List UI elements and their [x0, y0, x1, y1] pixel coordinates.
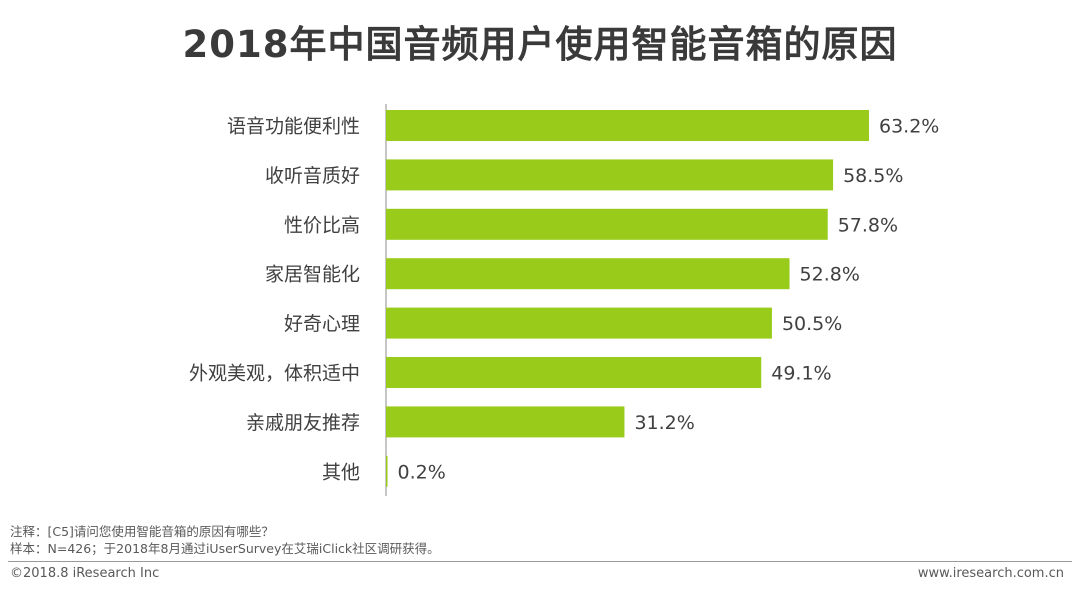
bar-4	[386, 258, 790, 290]
value-label: 52.8%	[800, 264, 860, 286]
category-label: 其他	[322, 461, 360, 483]
bar-3	[386, 208, 828, 240]
category-label: 亲戚朋友推荐	[246, 412, 360, 434]
value-label: 0.2%	[398, 461, 446, 483]
note-question: 注释：[C5]请问您使用智能音箱的原因有哪些？	[10, 524, 274, 539]
value-label: 49.1%	[771, 363, 831, 385]
value-label: 58.5%	[843, 165, 903, 187]
chart-notes: 注释：[C5]请问您使用智能音箱的原因有哪些？ 样本：N=426；于2018年8…	[10, 523, 440, 557]
value-label: 31.2%	[634, 412, 694, 434]
bars-group	[386, 110, 869, 487]
bar-chart: 语音功能便利性收听音质好性价比高家居智能化好奇心理外观美观，体积适中亲戚朋友推荐…	[189, 104, 940, 496]
category-label: 好奇心理	[284, 313, 360, 335]
chart-title: 2018年中国音频用户使用智能音箱的原因	[182, 23, 898, 66]
category-labels-group: 语音功能便利性收听音质好性价比高家居智能化好奇心理外观美观，体积适中亲戚朋友推荐…	[189, 116, 360, 484]
value-label: 50.5%	[782, 313, 842, 335]
value-label: 57.8%	[838, 214, 898, 236]
value-labels-group: 63.2% 58.5% 57.8% 52.8% 50.5% 49.1% 31.2% 0.2%	[398, 116, 940, 484]
bar-6	[386, 357, 762, 388]
note-sample: 样本：N=426；于2018年8月通过iUserSurvey在艾瑞iClick社…	[10, 541, 440, 556]
bar-1	[386, 110, 869, 141]
bar-2	[386, 159, 834, 191]
category-label: 收听音质好	[265, 165, 360, 187]
bar-8	[386, 455, 388, 487]
bar-7	[386, 406, 625, 438]
category-label: 语音功能便利性	[227, 116, 360, 138]
footer-divider	[8, 561, 1072, 562]
bar-5	[386, 307, 772, 339]
value-label: 63.2%	[879, 116, 939, 138]
website-url: www.iresearch.com.cn	[917, 566, 1064, 581]
category-label: 外观美观，体积适中	[189, 363, 360, 385]
copyright-text: ©2018.8 iResearch Inc	[10, 566, 160, 581]
category-label: 家居智能化	[265, 264, 360, 286]
category-label: 性价比高	[284, 214, 360, 236]
